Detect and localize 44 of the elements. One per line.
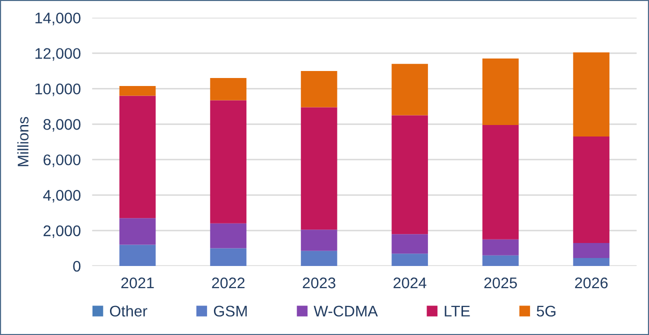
bar xyxy=(210,100,246,224)
y-tick-label: 6,000 xyxy=(44,154,80,168)
bar xyxy=(482,58,519,126)
bar xyxy=(119,218,156,245)
bar xyxy=(210,223,246,248)
bar xyxy=(300,107,338,230)
bar xyxy=(300,70,338,108)
bar xyxy=(392,115,428,234)
bar xyxy=(482,239,519,256)
bar xyxy=(300,230,338,251)
bar xyxy=(300,250,338,266)
x-tick-label: 2024 xyxy=(394,278,426,288)
y-axis-title: Millions xyxy=(17,116,29,166)
bar xyxy=(573,242,610,258)
bar xyxy=(482,255,519,266)
bar xyxy=(573,136,610,243)
bar xyxy=(119,244,156,266)
y-tick-label: 2,000 xyxy=(44,225,80,238)
x-tick-label: 2026 xyxy=(575,278,608,288)
legend-label: LTE xyxy=(444,306,470,316)
x-tick-label: 2025 xyxy=(484,278,517,288)
legend-label: GSM xyxy=(214,306,247,317)
x-tick-label: 2021 xyxy=(121,278,154,288)
bar xyxy=(210,248,246,266)
legend-label: Other xyxy=(110,305,148,317)
legend-label: W-CDMA xyxy=(314,306,378,317)
y-tick-label: 4,000 xyxy=(43,190,80,203)
x-tick-label: 2022 xyxy=(212,278,245,288)
bar xyxy=(573,52,610,137)
bar xyxy=(392,254,428,266)
bar xyxy=(392,234,428,254)
y-tick-label: 12,000 xyxy=(35,48,80,61)
legend-label: 5G xyxy=(536,306,556,317)
bar xyxy=(573,258,610,266)
bar xyxy=(210,78,246,100)
y-tick-label: 14,000 xyxy=(35,12,80,26)
bar xyxy=(392,64,428,116)
y-tick-label: 8,000 xyxy=(43,119,80,132)
x-tick-label: 2023 xyxy=(302,278,336,288)
y-tick-label: 10,000 xyxy=(35,84,80,96)
bar xyxy=(482,125,519,240)
y-tick-label: 0 xyxy=(73,260,80,272)
bar xyxy=(119,86,156,96)
bar xyxy=(119,96,156,218)
